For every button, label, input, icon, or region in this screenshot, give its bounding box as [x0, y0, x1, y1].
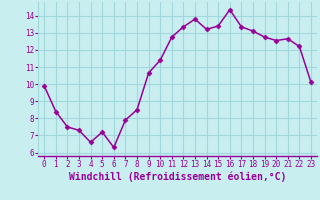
X-axis label: Windchill (Refroidissement éolien,°C): Windchill (Refroidissement éolien,°C)	[69, 172, 286, 182]
